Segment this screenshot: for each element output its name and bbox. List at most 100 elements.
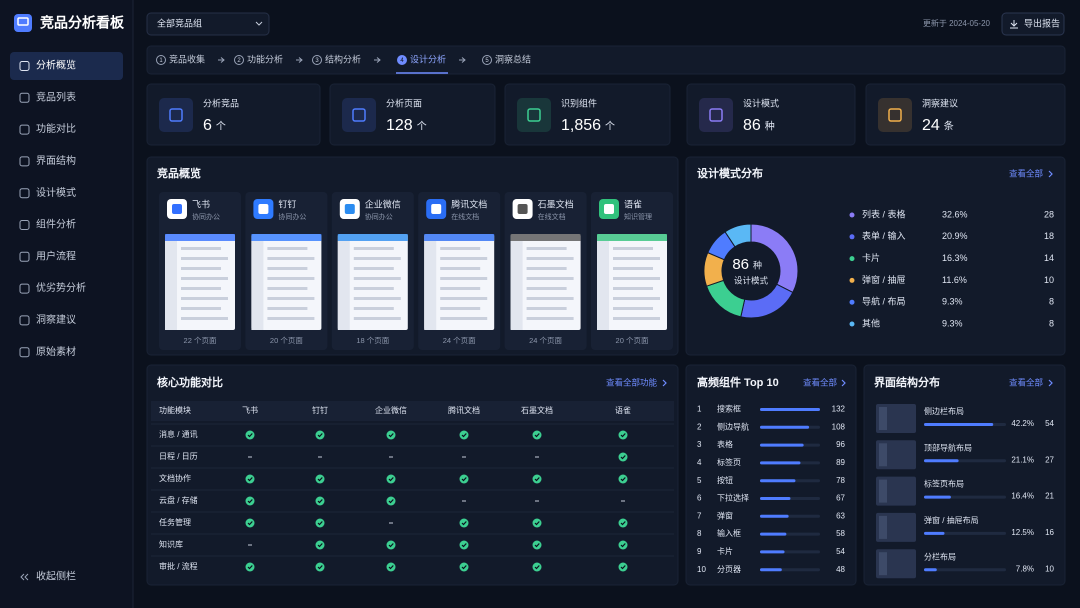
panel-title: 核心功能对比: [157, 375, 223, 389]
stat-value: 86: [743, 117, 761, 134]
check-mark: [317, 477, 323, 482]
panel-title: 竞品概览: [157, 166, 201, 180]
competitor-logo-mark: [172, 204, 182, 214]
stat-icon: [169, 108, 183, 122]
screenshot-top: [165, 234, 235, 241]
step-label[interactable]: 洞察总结: [495, 53, 531, 64]
check-mark: [388, 433, 394, 438]
view-all-link[interactable]: 查看全部: [1009, 377, 1044, 387]
component-name: 分页器: [717, 565, 741, 574]
stat-icon-bg: [342, 98, 376, 132]
legend-name: 其他: [862, 317, 880, 328]
check-icon: [459, 540, 469, 550]
logo-glyph: [17, 17, 29, 26]
component-count: 78: [836, 476, 845, 485]
nav-icon: [19, 251, 30, 262]
stat-unit: 个: [216, 121, 226, 133]
table-header: 腾讯文档: [448, 405, 480, 415]
competitor-category: 知识管理: [624, 212, 652, 221]
panel: [329, 83, 496, 146]
check-icon: [245, 562, 255, 572]
rank: 2: [697, 422, 702, 431]
competitor-logo-mark: [604, 204, 614, 214]
step-number: 2: [237, 58, 241, 64]
bar: [760, 550, 785, 554]
donut-segment: [724, 223, 752, 248]
nav-item[interactable]: 界面结构: [36, 154, 76, 167]
collapse-sidebar[interactable]: 收起侧栏: [36, 570, 76, 583]
nav-item[interactable]: 优劣势分析: [36, 281, 86, 294]
check-icon: [315, 474, 325, 484]
check-icon: [618, 518, 628, 528]
competitor-logo-mark: [517, 204, 528, 214]
chevron: [841, 379, 846, 387]
screenshot-line: [267, 267, 308, 270]
check-icon: [315, 496, 325, 506]
table-header: 石墨文档: [521, 405, 553, 415]
nav-item[interactable]: 洞察建议: [36, 313, 76, 326]
step-label[interactable]: 结构分析: [325, 53, 361, 64]
donut-label: 设计模式: [734, 275, 769, 285]
bar: [760, 479, 796, 483]
check-mark: [534, 543, 540, 548]
nav-item[interactable]: 设计模式: [36, 186, 76, 199]
stat-value: 24: [922, 117, 940, 134]
step-label[interactable]: 设计分析: [410, 53, 446, 64]
bar: [924, 495, 951, 499]
check-mark: [247, 521, 253, 526]
view-all-link[interactable]: 查看全部功能: [606, 377, 658, 387]
screenshot-line: [353, 267, 394, 270]
legend-count: 28: [1044, 209, 1054, 219]
screenshot-line: [440, 257, 488, 260]
nav-item[interactable]: 分析概览: [36, 59, 76, 72]
legend-name: 表单 / 输入: [862, 230, 906, 241]
screenshot-line: [267, 317, 315, 320]
panel: [504, 83, 671, 146]
check-icon: [532, 474, 542, 484]
competitor-name: 腾讯文档: [451, 198, 487, 209]
nav-icon: [19, 156, 30, 167]
nav-item[interactable]: 原始素材: [36, 345, 76, 358]
bar: [760, 443, 804, 447]
legend-dot: [849, 277, 855, 283]
step-label[interactable]: 功能分析: [247, 53, 283, 64]
competitor-category: 协同办公: [278, 212, 306, 221]
stat-unit: 条: [944, 120, 954, 133]
component-name: 按钮: [717, 475, 733, 485]
legend-count: 8: [1049, 297, 1054, 307]
competitor-logo-mark: [431, 204, 442, 214]
group-select[interactable]: [146, 12, 270, 36]
step-number: 1: [159, 58, 163, 64]
check-icon: [245, 518, 255, 528]
check-mark: [388, 499, 394, 504]
nav-item[interactable]: 组件分析: [36, 218, 76, 231]
stat-value: 128: [386, 117, 413, 134]
feature-name: 任务管理: [159, 517, 191, 527]
screenshot-side: [510, 241, 523, 330]
stat-label: 洞察建议: [922, 97, 958, 108]
check-icon: [386, 474, 396, 484]
chevron: [662, 379, 667, 387]
screenshot-line: [526, 317, 574, 320]
screenshot-side: [251, 241, 264, 330]
check-icon: [245, 474, 255, 484]
check-mark: [534, 477, 540, 482]
legend-name: 卡片: [862, 252, 880, 263]
screenshot-top: [510, 234, 581, 241]
competitor-category: 协同办公: [192, 212, 220, 221]
steps-bar: [146, 45, 1066, 75]
legend-name: 列表 / 表格: [862, 208, 906, 219]
screenshot-line: [613, 307, 653, 310]
screenshot-line: [613, 247, 653, 250]
view-all-link[interactable]: 查看全部: [803, 377, 838, 387]
view-all-link[interactable]: 查看全部: [1009, 168, 1044, 178]
table-header: 钉钉: [312, 405, 328, 415]
nav-item[interactable]: 用户流程: [36, 249, 76, 262]
screenshot-line: [526, 287, 567, 290]
nav-item[interactable]: 竞品列表: [36, 90, 76, 103]
export-button[interactable]: [1001, 12, 1065, 36]
step-label[interactable]: 竞品收集: [169, 53, 205, 64]
nav-item[interactable]: 功能对比: [36, 122, 76, 135]
screenshot-line: [181, 297, 228, 300]
